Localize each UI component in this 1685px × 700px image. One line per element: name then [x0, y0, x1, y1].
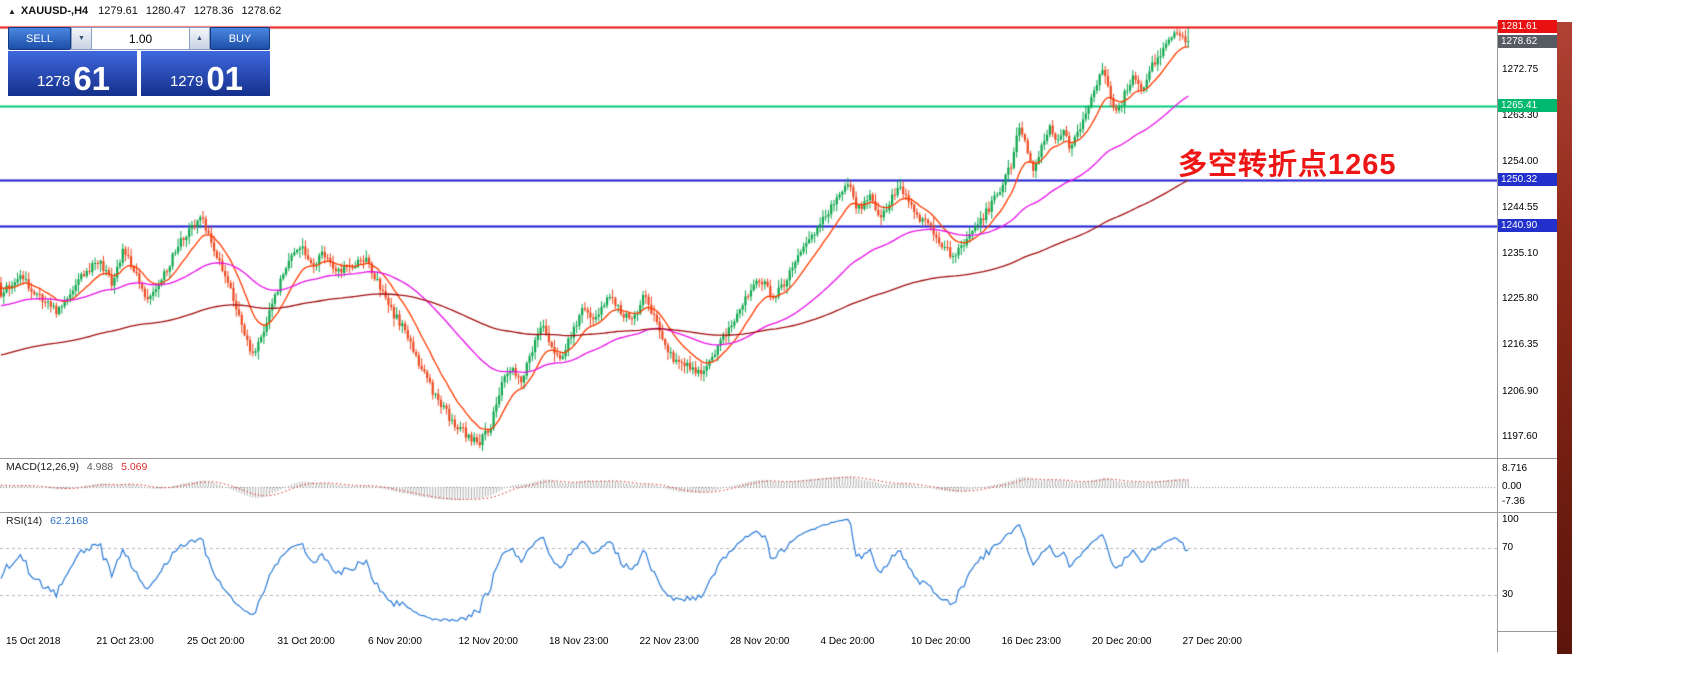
ask-price-pips: 01: [206, 59, 244, 97]
ohlc-close: 1278.62: [241, 5, 282, 17]
price-level-label: 1250.32: [1498, 173, 1557, 187]
macd-axis-label: 8.716: [1502, 462, 1528, 474]
chart-symbol-timeframe: XAUUSD-,H4: [20, 5, 89, 17]
macd-signal-value: 5.069: [121, 461, 148, 473]
rsi-panel-canvas[interactable]: [0, 512, 1497, 631]
price-axis-label: 1206.90: [1502, 385, 1539, 397]
rsi-axis-label: 100: [1502, 514, 1519, 525]
time-axis-label: 21 Oct 23:00: [96, 636, 154, 647]
window-edge-scrollbar[interactable]: [1557, 22, 1572, 654]
chart-title-bar: ▲ XAUUSD-,H4 1279.61 1280.47 1278.36 127…: [0, 0, 1685, 22]
rsi-indicator-label: RSI(14) 62.2168: [6, 515, 93, 527]
collapse-icon[interactable]: ▲: [8, 6, 16, 16]
time-axis-label: 15 Oct 2018: [6, 636, 61, 647]
macd-axis-label: -7.36: [1502, 496, 1525, 508]
buy-button[interactable]: BUY: [210, 27, 270, 50]
rsi-axis-label: 30: [1502, 589, 1514, 601]
time-axis-label: 27 Dec 20:00: [1182, 636, 1243, 647]
ohlc-high: 1280.47: [145, 5, 186, 17]
time-axis-label: 31 Oct 20:00: [277, 636, 335, 647]
macd-name: MACD(12,26,9): [6, 461, 79, 473]
price-level-label: 1281.61: [1498, 20, 1557, 34]
price-axis-label: 1216.35: [1502, 339, 1539, 351]
rsi-axis-label: 70: [1502, 541, 1514, 553]
volume-input[interactable]: [92, 27, 189, 50]
bid-price-display: 1278 61: [8, 51, 137, 96]
macd-axis-label: 0.00: [1502, 481, 1522, 493]
one-click-trading-panel: SELL ▼ ▲ BUY 1278 61 1279 01: [8, 27, 270, 96]
ohlc-low: 1278.36: [193, 5, 234, 17]
time-axis-label: 10 Dec 20:00: [911, 636, 971, 647]
time-axis-label: 6 Nov 20:00: [368, 636, 422, 647]
panel-separator-macd[interactable]: [0, 458, 1557, 459]
price-axis-label: 1263.30: [1502, 110, 1539, 122]
time-axis-label: 4 Dec 20:00: [820, 636, 875, 647]
time-axis[interactable]: 15 Oct 2018 21 Oct 23:00 25 Oct 20:00 31 Oc…: [0, 631, 1497, 652]
ohlc-open: 1279.61: [98, 5, 138, 17]
price-level-label: 1278.62: [1498, 34, 1557, 48]
macd-panel-canvas[interactable]: [0, 458, 1497, 512]
rsi-value: 62.2168: [50, 515, 89, 527]
bid-price-pips: 61: [73, 59, 111, 97]
macd-main-value: 4.988: [86, 461, 114, 473]
price-axis-separator: [1497, 22, 1498, 652]
time-axis-label: 16 Dec 23:00: [1001, 636, 1062, 647]
sell-button[interactable]: SELL: [8, 27, 71, 50]
time-axis-label: 18 Nov 23:00: [549, 636, 609, 647]
time-axis-label: 28 Nov 20:00: [730, 636, 790, 647]
price-axis-label: 1235.10: [1502, 247, 1539, 259]
price-axis-label: 1272.75: [1502, 64, 1539, 76]
time-axis-label: 20 Dec 20:00: [1092, 636, 1152, 647]
macd-indicator-label: MACD(12,26,9) 4.988 5.069: [6, 461, 152, 473]
bid-price-major: 1278: [36, 73, 71, 90]
volume-increase-button[interactable]: ▲: [189, 27, 210, 50]
price-axis-label: 1225.80: [1502, 293, 1539, 305]
price-level-label: 1240.90: [1498, 219, 1557, 233]
chart-annotation: 多空转折点1265: [1178, 149, 1397, 181]
chevron-up-icon: ▲: [196, 35, 203, 42]
time-axis-label: 25 Oct 20:00: [187, 636, 245, 647]
volume-decrease-button[interactable]: ▼: [71, 27, 92, 50]
price-level-label: 1265.41: [1498, 99, 1557, 113]
price-axis-label: 1244.55: [1502, 201, 1539, 213]
price-axis-label: 1254.00: [1502, 155, 1539, 167]
ask-price-major: 1279: [169, 73, 204, 90]
time-axis-label: 22 Nov 23:00: [639, 636, 700, 647]
panel-separator-rsi[interactable]: [0, 512, 1557, 513]
time-axis-label: 12 Nov 20:00: [458, 636, 519, 647]
price-axis-label: 1197.60: [1502, 431, 1538, 442]
ask-price-display: 1279 01: [141, 51, 270, 96]
chevron-down-icon: ▼: [78, 35, 85, 42]
rsi-name: RSI(14): [6, 515, 43, 527]
